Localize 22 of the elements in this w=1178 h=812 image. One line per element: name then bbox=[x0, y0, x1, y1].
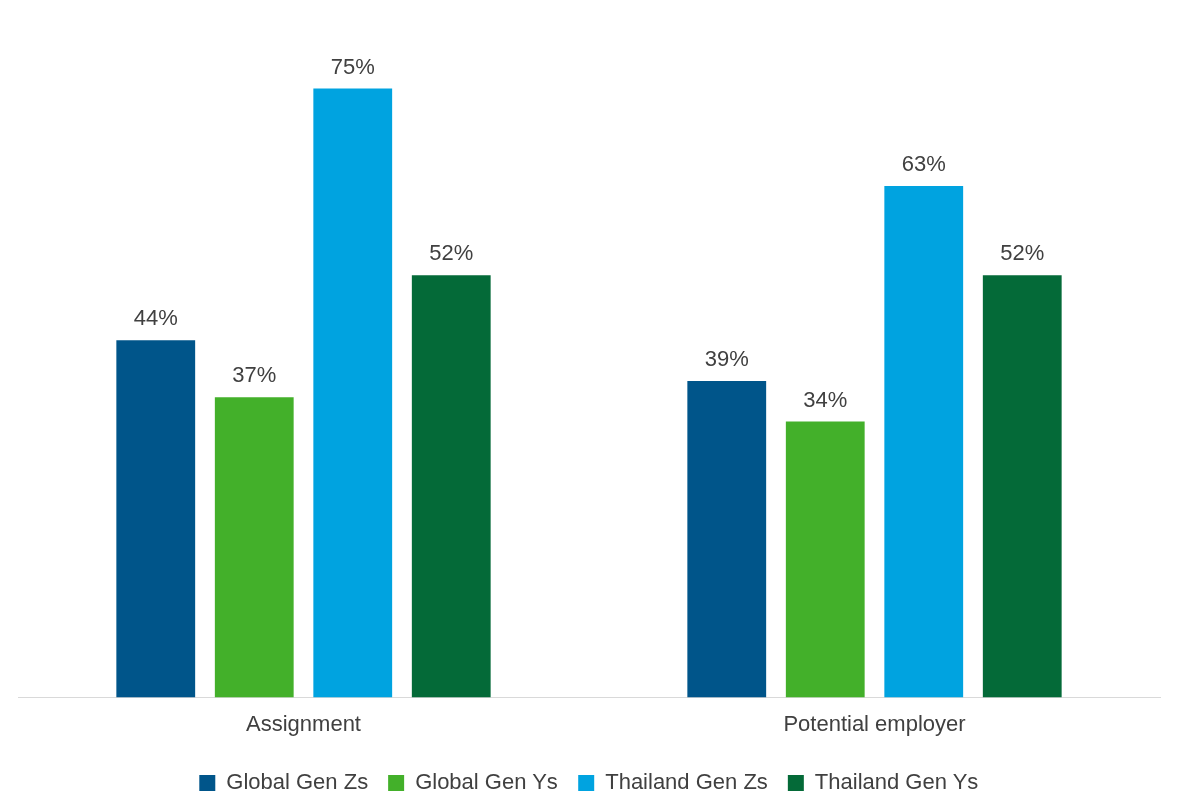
x-tick-label: Assignment bbox=[246, 710, 361, 736]
data-label: 75% bbox=[330, 53, 375, 79]
data-label: 52% bbox=[1000, 240, 1045, 266]
bar bbox=[687, 380, 767, 698]
bar bbox=[116, 340, 196, 698]
data-label: 52% bbox=[429, 240, 474, 266]
bar bbox=[785, 421, 865, 698]
data-label: 34% bbox=[803, 386, 848, 412]
x-tick-label: Potential employer bbox=[783, 710, 966, 736]
legend-label: Global Gen Zs bbox=[226, 769, 369, 795]
data-label: 39% bbox=[704, 345, 749, 371]
data-label: 37% bbox=[232, 362, 277, 388]
bar bbox=[214, 397, 294, 698]
bar bbox=[313, 88, 393, 698]
bar bbox=[884, 186, 964, 698]
legend-label: Global Gen Ys bbox=[415, 769, 558, 795]
bar bbox=[982, 275, 1062, 698]
data-label: 63% bbox=[901, 151, 946, 177]
legend-label: Thailand Gen Ys bbox=[814, 769, 979, 795]
data-label: 44% bbox=[133, 305, 178, 331]
legend-label: Thailand Gen Zs bbox=[605, 769, 768, 795]
bar bbox=[411, 275, 491, 698]
